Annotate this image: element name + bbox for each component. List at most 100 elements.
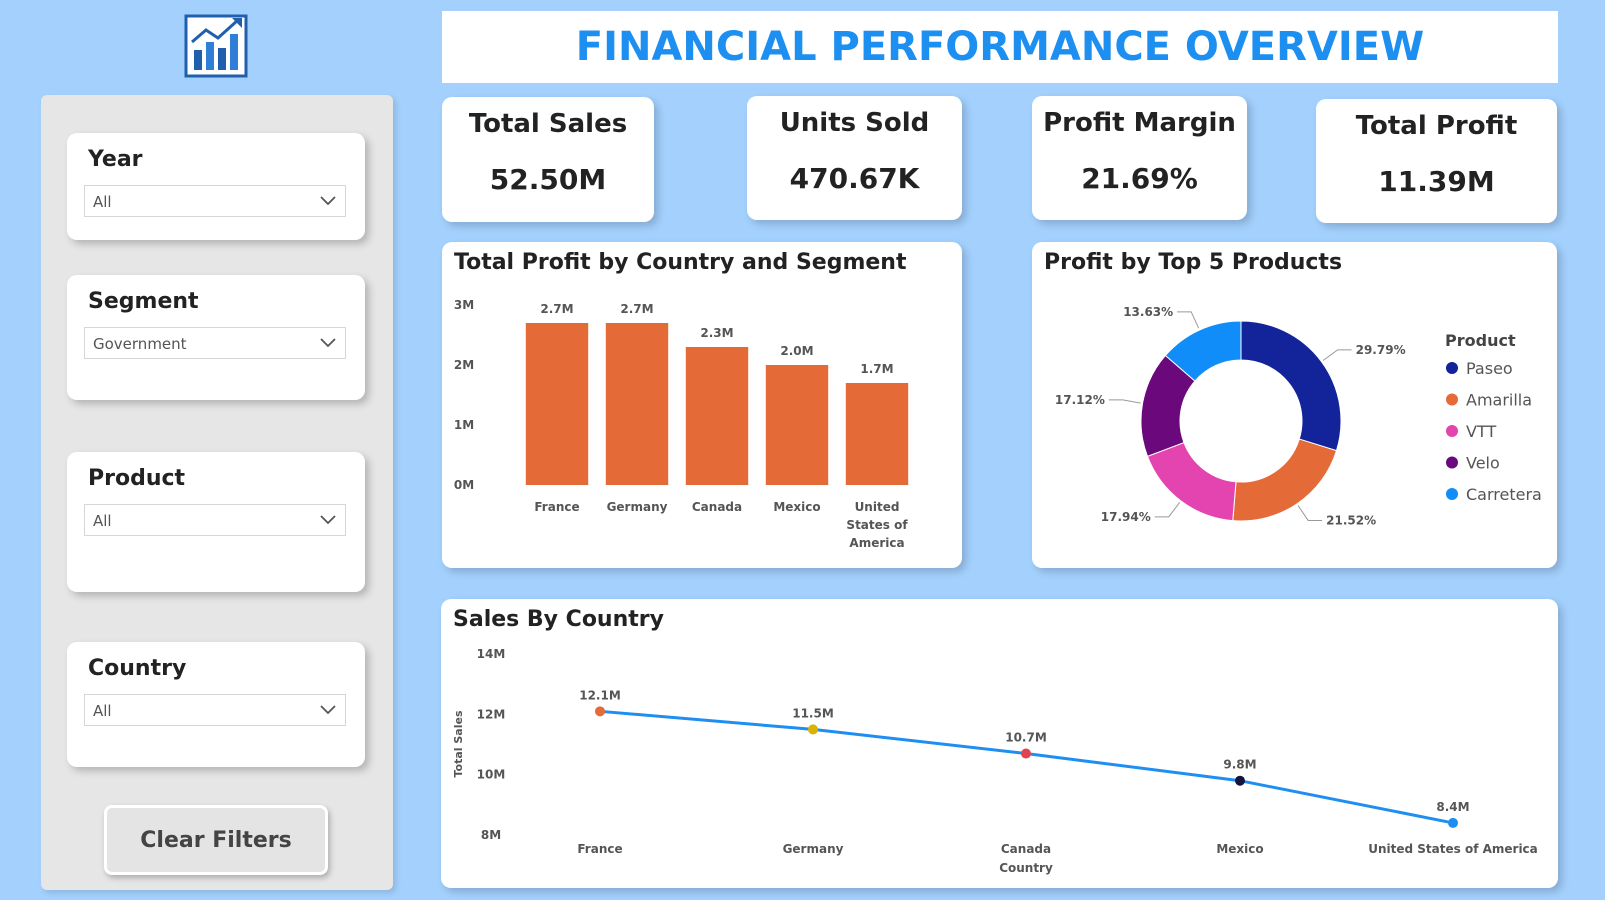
year-dropdown[interactable]: All [84, 185, 346, 217]
bar-data-label: 2.0M [780, 344, 813, 358]
bar-data-label: 2.7M [620, 302, 653, 316]
legend-marker [1446, 425, 1458, 437]
legend-item-label: Paseo [1466, 359, 1513, 378]
x-tick-label: United [855, 500, 900, 514]
donut-slice [1232, 438, 1338, 522]
kpi-value: 470.67K [789, 162, 920, 195]
profit-bar-chart: 0M 1M 2M 3M 2.7M France 2.7M Germany 2.3M Canada 2… [454, 298, 909, 550]
kpi-label: Total Profit [1355, 111, 1518, 141]
data-point [1021, 748, 1031, 759]
x-axis-label: Country [999, 861, 1053, 875]
legend-item-label: Carretera [1466, 485, 1542, 504]
year-slicer: Year All [67, 133, 365, 240]
chart-title: Total Profit by Country and Segment [454, 250, 907, 275]
y-tick-label: 0M [454, 478, 474, 492]
series-line [599, 709, 1454, 825]
legend-item-label: Velo [1466, 454, 1500, 473]
bar [605, 323, 669, 485]
chevron-down-icon [320, 196, 336, 206]
sales-line-chart: 8M 10M 12M 14M Total Sales 12.1M France 11.5M Ge… [452, 647, 1538, 875]
year-slicer-title: Year [88, 147, 143, 172]
country-dropdown[interactable]: All [84, 694, 346, 726]
legend-item-label: Amarilla [1466, 391, 1532, 410]
segment-slicer: Segment Government [67, 275, 365, 400]
y-axis-label: Total Sales [452, 710, 465, 777]
bar [685, 347, 749, 485]
year-dropdown-value: All [93, 193, 112, 211]
segment-slicer-title: Segment [88, 289, 199, 314]
slice-data-label: 17.12% [1055, 393, 1105, 407]
kpi-value: 11.39M [1378, 165, 1495, 198]
kpi-label: Units Sold [779, 108, 930, 138]
profit-by-country-card: Total Profit by Country and Segment 0M 1M… [442, 242, 962, 568]
slice-data-label: 29.79% [1356, 343, 1406, 357]
chevron-down-icon [320, 338, 336, 348]
segment-dropdown-value: Government [93, 335, 187, 353]
kpi-total-sales: Total Sales 52.50M [442, 97, 654, 222]
kpi-value: 21.69% [1081, 162, 1198, 195]
segment-dropdown[interactable]: Government [84, 327, 346, 359]
x-tick-label: Canada [692, 500, 742, 514]
chart-title: Sales By Country [453, 607, 664, 632]
bar [525, 323, 589, 485]
legend-marker [1446, 488, 1458, 500]
product-dropdown[interactable]: All [84, 504, 346, 536]
slice-data-label: 17.94% [1101, 510, 1151, 524]
legend-title: Product [1445, 331, 1516, 350]
slice-leader-line [1154, 502, 1181, 518]
slice-leader-line [1177, 311, 1200, 329]
x-tick-label: United States of America [1368, 842, 1538, 856]
country-dropdown-value: All [93, 702, 112, 720]
product-slicer-title: Product [88, 466, 186, 491]
bar-data-label: 2.7M [540, 302, 573, 316]
data-point [1448, 817, 1458, 828]
y-tick-label: 12M [477, 707, 506, 721]
bar [845, 383, 909, 485]
y-tick-label: 10M [477, 768, 506, 782]
point-data-label: 10.7M [1005, 731, 1047, 745]
page-title: FINANCIAL PERFORMANCE OVERVIEW [442, 11, 1558, 83]
x-tick-label: France [577, 842, 622, 856]
y-tick-label: 2M [454, 358, 474, 372]
slice-leader-line [1322, 349, 1352, 361]
x-tick-label: Mexico [773, 500, 820, 514]
donut-slice [1164, 320, 1242, 382]
x-tick-label: Canada [1001, 842, 1051, 856]
kpi-total-profit: Total Profit 11.39M [1316, 99, 1557, 223]
sales-by-country-card: Sales By Country 8M 10M 12M 14M Total Sales 1… [441, 599, 1558, 888]
donut-slice [1240, 320, 1342, 452]
y-tick-label: 3M [454, 298, 474, 312]
x-tick-label: Germany [783, 842, 844, 856]
kpi-value: 52.50M [489, 163, 607, 196]
profit-donut-chart: 29.79% 21.52% 17.94% 17.12% 13.63% Product Pas… [1055, 305, 1542, 528]
slice-data-label: 13.63% [1123, 305, 1173, 319]
legend-marker [1446, 393, 1458, 406]
kpi-units-sold: Units Sold 470.67K [747, 96, 962, 220]
kpi-profit-margin: Profit Margin 21.69% [1032, 96, 1247, 220]
data-point [1235, 775, 1245, 786]
chevron-down-icon [320, 705, 336, 715]
point-data-label: 12.1M [579, 688, 621, 702]
kpi-label: Profit Margin [1043, 108, 1236, 138]
data-point [595, 706, 605, 717]
product-dropdown-value: All [93, 512, 112, 530]
data-point [808, 724, 818, 735]
clear-filters-button[interactable]: Clear Filters [104, 805, 328, 875]
slice-leader-line [1108, 399, 1141, 404]
y-tick-label: 8M [481, 828, 501, 842]
bar-chart-trend-icon [184, 14, 248, 78]
country-slicer-title: Country [88, 656, 187, 681]
bar [765, 365, 829, 485]
legend-marker [1446, 362, 1458, 374]
chart-title: Profit by Top 5 Products [1044, 250, 1343, 275]
point-data-label: 8.4M [1436, 800, 1469, 814]
country-slicer: Country All [67, 642, 365, 767]
slice-data-label: 21.52% [1326, 513, 1376, 527]
point-data-label: 11.5M [792, 706, 834, 720]
bar-data-label: 1.7M [860, 362, 893, 376]
slice-leader-line [1297, 505, 1323, 521]
x-tick-label: America [849, 536, 904, 550]
chevron-down-icon [320, 515, 336, 525]
legend-item-label: VTT [1466, 422, 1496, 441]
bar-data-label: 2.3M [700, 326, 733, 340]
